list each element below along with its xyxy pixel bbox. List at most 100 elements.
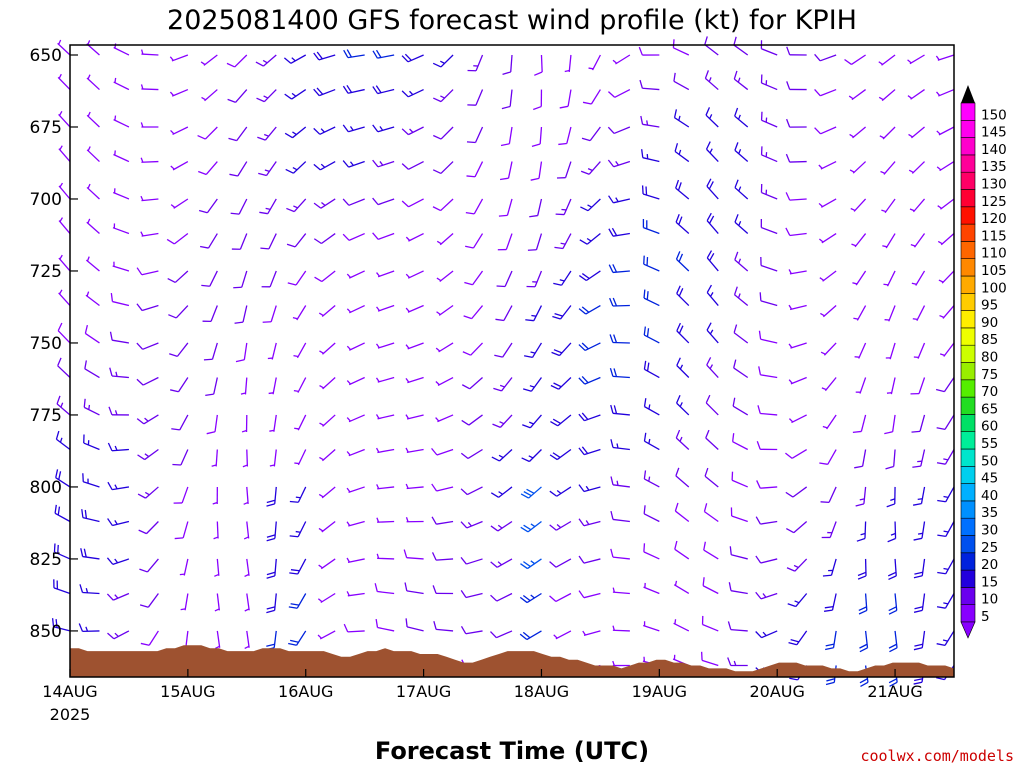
wind-barb-675-14 [466,126,484,144]
wind-barb-825-1 [80,548,100,560]
wind-barb-712-7 [260,233,277,250]
wind-barb-700-28 [881,198,896,214]
wind-barb-750-22 [706,322,719,344]
wind-barb-837-5 [214,593,220,612]
x-tick-label-17AUG: 17AUG [396,682,451,701]
wind-barb-712-21 [675,214,690,235]
colorbar-max-arrow [961,85,975,103]
wind-barb-837-12 [404,582,424,595]
wind-barb-662-30 [936,88,955,97]
wind-barb-762-29 [910,377,926,395]
wind-barb-725-7 [261,270,277,288]
wind-barb-837-24 [755,591,778,600]
wind-barb-812-26 [821,521,837,539]
wind-barb-850-13 [433,621,454,632]
wind-barb-662-10 [342,84,365,94]
colorbar-swatch-5 [960,604,976,623]
wind-barb-712-13 [436,233,454,246]
colorbar-label-105: 105 [981,263,1007,279]
wind-barb-687-11 [372,159,395,168]
wind-barb-787-5 [211,449,218,467]
wind-barb-812-4 [174,521,189,540]
wind-barb-825-26 [822,558,837,577]
wind-barb-737-11 [376,304,395,312]
colorbar-label-80: 80 [981,350,998,366]
wind-barb-662-3 [140,84,159,91]
wind-barb-650-6 [226,54,248,68]
wind-barb-787-19 [610,439,630,451]
wind-barb-725-8 [287,270,307,286]
wind-barb-762-16 [522,377,542,392]
wind-barb-775-7 [269,414,277,432]
wind-barb-800-22 [704,467,719,488]
wind-barb-737-9 [318,305,336,318]
wind-barb-825-23 [729,546,748,560]
colorbar-swatch-90 [960,310,976,329]
colorbar-swatch-65 [960,396,976,415]
wind-barb-825-17 [549,558,572,568]
wind-barb-825-8 [289,558,307,575]
wind-barb-850-2 [107,630,130,640]
wind-barb-800-24 [756,480,778,489]
x-axis-year-label: 2025 [50,705,91,724]
wind-barb-662-21 [673,72,690,91]
colorbar-label-60: 60 [981,419,998,435]
wind-barb-812-17 [549,520,572,531]
wind-barb-812-12 [405,517,424,523]
wind-barb-725-23 [734,251,749,272]
x-tick-label-18AUG: 18AUG [514,682,569,701]
wind-barb-650-16 [534,54,543,76]
colorbar-label-135: 135 [981,159,1007,175]
wind-barb-800-25 [785,486,808,498]
wind-barb-812-19 [610,510,630,523]
wind-barb-762-18 [578,376,601,385]
x-axis-title: Forecast Time (UTC) [375,737,649,765]
wind-barb-725-4 [167,270,189,284]
wind-barb-812-6 [243,521,250,540]
wind-barb-700-24 [760,183,778,200]
wind-barb-675-10 [342,124,365,133]
wind-barb-675-0 [58,111,71,128]
wind-barb-687-9 [313,160,336,171]
wind-barb-837-2 [106,592,130,601]
wind-barb-775-1 [83,398,100,416]
wind-barb-787-7 [269,449,277,467]
wind-barb-662-13 [433,89,454,103]
wind-barb-825-2 [106,557,130,566]
plot-frame [69,44,955,678]
wind-barb-650-0 [57,39,71,56]
wind-barb-750-3 [136,342,159,350]
wind-barb-712-15 [497,233,513,251]
wind-barb-775-14 [461,414,483,426]
wind-barb-712-22 [706,212,719,234]
x-tick-label-16AUG: 16AUG [278,682,333,701]
colorbar-swatch-45 [960,465,976,484]
wind-barb-650-17 [564,54,572,73]
wind-barb-750-15 [494,342,513,358]
wind-barb-812-29 [913,521,926,541]
wind-barb-775-4 [171,414,189,431]
wind-barb-712-23 [734,214,749,235]
wind-barb-700-6 [230,198,248,215]
wind-barb-737-27 [853,305,867,321]
wind-barb-787-28 [885,449,896,470]
wind-barb-812-21 [674,502,690,523]
wind-barb-712-10 [342,232,365,241]
wind-barb-762-9 [319,377,336,390]
wind-barb-700-29 [909,198,926,213]
wind-barb-687-10 [342,160,365,168]
colorbar-label-140: 140 [981,142,1007,158]
wind-barb-812-5 [213,521,219,540]
wind-barb-812-8 [289,521,307,538]
wind-barb-712-1 [86,218,100,235]
wind-barb-787-8 [294,449,307,466]
wind-barb-762-4 [170,377,189,393]
wind-barb-712-14 [465,233,484,249]
wind-barb-725-3 [136,267,159,276]
wind-barb-750-4 [169,342,189,357]
wind-barb-850-17 [553,630,572,640]
wind-barb-762-13 [435,376,454,387]
wind-barb-650-4 [169,54,189,62]
wind-barb-762-6 [240,377,248,395]
wind-barb-775-9 [319,414,336,427]
